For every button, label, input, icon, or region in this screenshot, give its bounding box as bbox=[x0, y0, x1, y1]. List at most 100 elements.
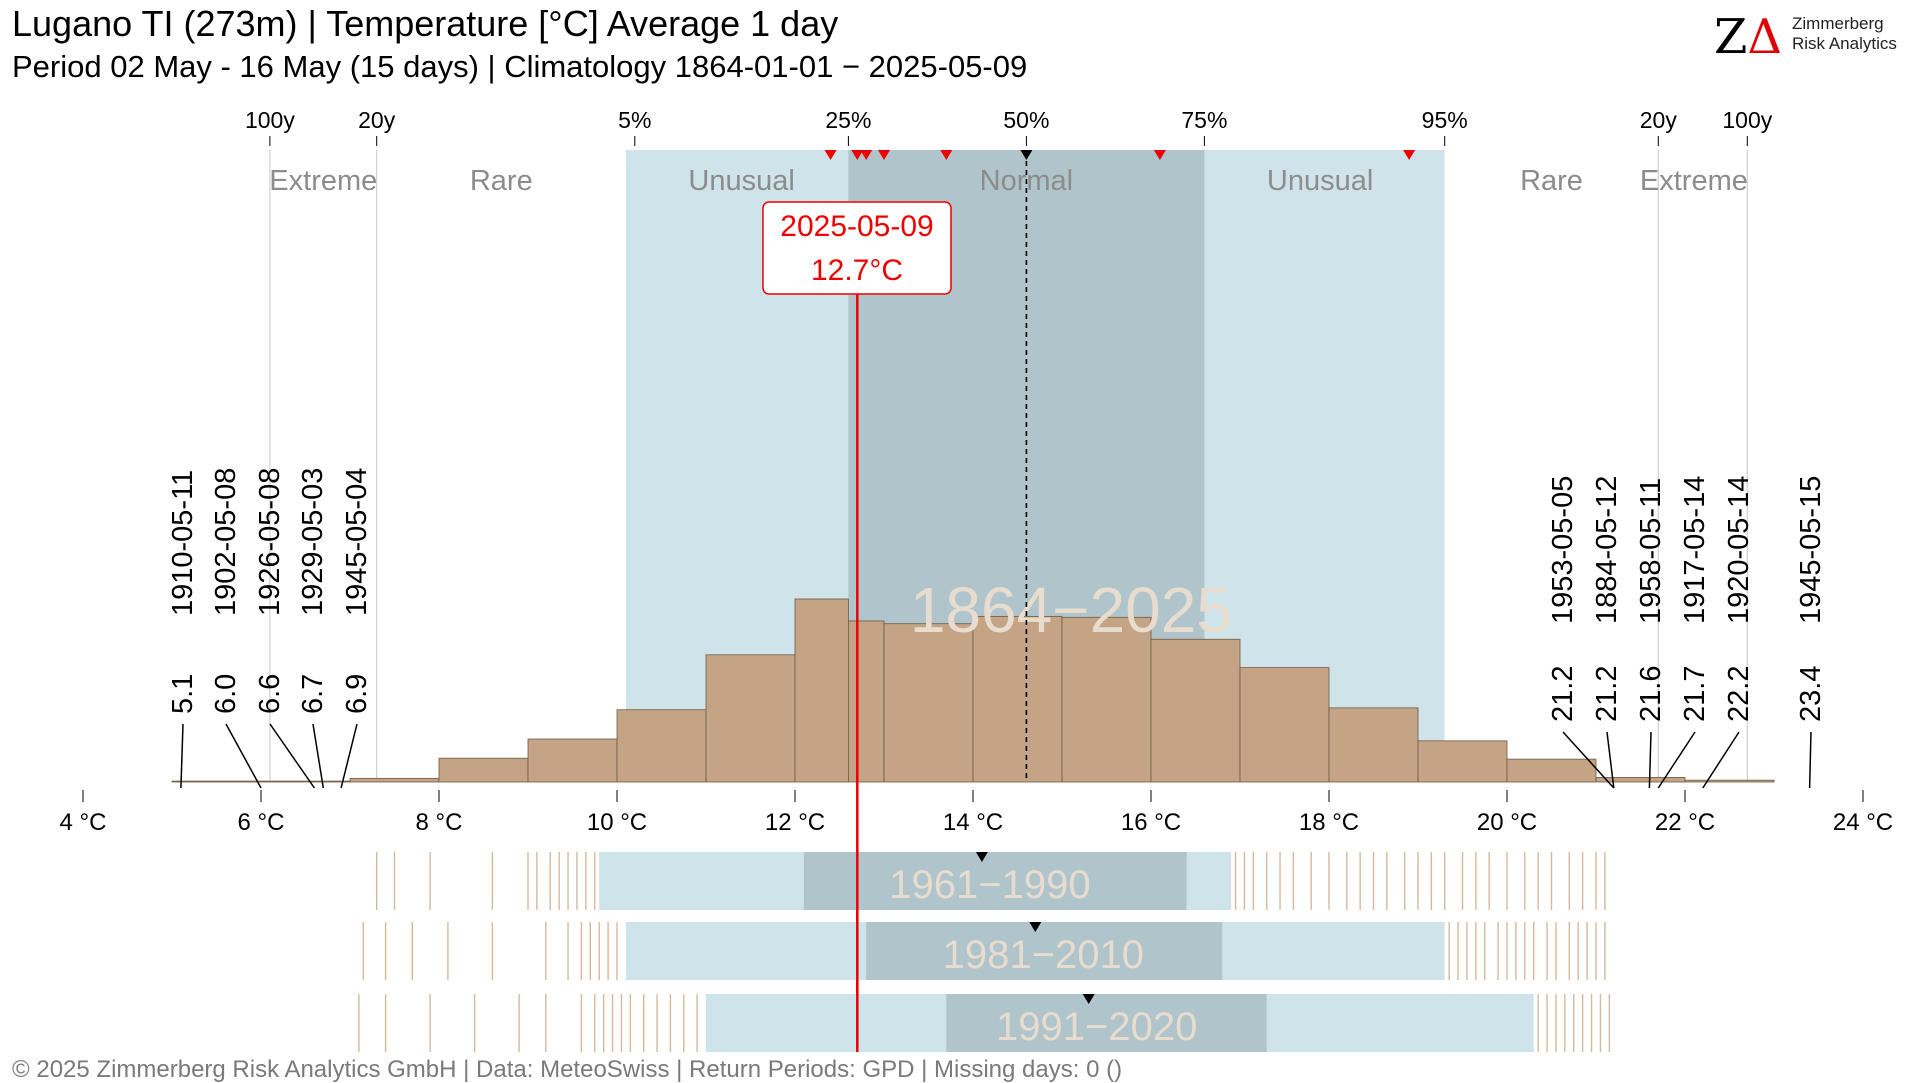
histogram-bar bbox=[1417, 740, 1508, 783]
record-date-group: 1945-05-04 bbox=[341, 468, 373, 616]
record-date-group: 1884-05-12 bbox=[1591, 476, 1623, 624]
record-leader-line bbox=[1648, 731, 1652, 789]
record-leader-line bbox=[1606, 731, 1615, 789]
percentile-tick-label: 20y bbox=[358, 107, 396, 133]
record-value-label: 21.6 bbox=[1635, 666, 1667, 722]
record-value-group: 6.9 bbox=[341, 674, 373, 714]
logo-name-line1: Zimmerberg bbox=[1792, 14, 1884, 33]
recent-value-marker bbox=[851, 150, 864, 160]
histogram-bar bbox=[848, 620, 885, 783]
record-leader-line bbox=[1808, 731, 1812, 789]
histogram-bar bbox=[1506, 758, 1597, 783]
record-value-group: 21.2 bbox=[1591, 666, 1623, 722]
record-date-group: 1910-05-11 bbox=[167, 470, 199, 616]
logo-mark: ZΔ bbox=[1714, 12, 1782, 62]
x-axis-tick-label: 8 °C bbox=[416, 809, 463, 836]
record-value-group: 6.7 bbox=[297, 674, 329, 714]
current-value-box bbox=[762, 201, 952, 295]
record-date-group: 1920-05-14 bbox=[1723, 476, 1755, 624]
record-value-label: 21.2 bbox=[1591, 666, 1623, 722]
record-date-group: 1917-05-14 bbox=[1679, 476, 1711, 624]
percentile-tick-label: 25% bbox=[825, 107, 871, 133]
record-value-group: 22.2 bbox=[1723, 666, 1755, 722]
histogram-bar bbox=[527, 738, 618, 783]
x-axis-tick-label: 16 °C bbox=[1121, 809, 1181, 836]
record-value-group: 21.7 bbox=[1679, 666, 1711, 722]
histogram-bar bbox=[1684, 779, 1775, 783]
record-value-group: 6.6 bbox=[254, 674, 286, 714]
x-axis-tick-label: 10 °C bbox=[587, 809, 647, 836]
logo-z: Z bbox=[1714, 9, 1748, 65]
record-value-label: 21.2 bbox=[1547, 666, 1579, 722]
band-label: Rare bbox=[470, 165, 533, 197]
recent-value-marker bbox=[1153, 150, 1166, 160]
record-value-label: 22.2 bbox=[1723, 666, 1755, 722]
band-label: Unusual bbox=[688, 165, 794, 197]
footer-credits: © 2025 Zimmerberg Risk Analytics GmbH | … bbox=[12, 1056, 1123, 1083]
record-value-label: 23.4 bbox=[1795, 666, 1827, 722]
record-date-label: 1953-05-05 bbox=[1547, 476, 1579, 624]
period-inner-band bbox=[803, 852, 1187, 910]
company-logo: ZΔ Zimmerberg Risk Analytics bbox=[1714, 12, 1914, 62]
record-leader-line bbox=[180, 723, 184, 789]
record-date-label: 1958-05-11 bbox=[1635, 478, 1667, 624]
current-value-label: 12.7°C bbox=[811, 254, 903, 287]
recent-value-marker bbox=[824, 150, 837, 160]
record-date-label: 1884-05-12 bbox=[1591, 476, 1623, 624]
histogram-bar bbox=[705, 654, 796, 783]
period-median-marker bbox=[975, 852, 988, 862]
histogram-bar bbox=[1328, 707, 1419, 783]
percentile-tick-label: 100y bbox=[1722, 107, 1772, 133]
x-axis-tick-label: 4 °C bbox=[60, 809, 107, 836]
record-date-label: 1945-05-15 bbox=[1795, 476, 1827, 624]
record-date-group: 1902-05-08 bbox=[210, 468, 242, 616]
record-date-label: 1902-05-08 bbox=[210, 468, 242, 616]
period-label: 1961−1990 bbox=[889, 863, 1090, 907]
histogram-bar bbox=[1150, 638, 1241, 783]
record-leader-line bbox=[312, 723, 325, 789]
record-value-label: 6.9 bbox=[341, 674, 373, 714]
histogram-bar bbox=[1239, 667, 1330, 783]
record-value-label: 6.6 bbox=[254, 674, 286, 714]
record-value-group: 6.0 bbox=[210, 674, 242, 714]
period-median-marker bbox=[1082, 994, 1095, 1004]
histogram-bar bbox=[171, 780, 351, 783]
band-label: Rare bbox=[1520, 165, 1583, 197]
percentile-tick-label: 5% bbox=[618, 107, 651, 133]
record-value-group: 5.1 bbox=[167, 674, 199, 714]
record-value-group: 23.4 bbox=[1795, 666, 1827, 722]
histogram-bar bbox=[883, 623, 974, 783]
record-date-group: 1953-05-05 bbox=[1547, 476, 1579, 624]
record-leader-line bbox=[340, 723, 358, 789]
histogram-bar bbox=[972, 615, 1063, 783]
logo-delta: Δ bbox=[1747, 9, 1783, 65]
x-axis-tick-label: 12 °C bbox=[765, 809, 825, 836]
band-label: Extreme bbox=[1640, 165, 1748, 197]
period-inner-band bbox=[946, 994, 1267, 1052]
histogram-bar bbox=[1595, 777, 1686, 783]
histogram-bar bbox=[794, 598, 849, 783]
record-leader-line bbox=[1657, 731, 1696, 789]
x-axis-tick-label: 6 °C bbox=[238, 809, 285, 836]
histogram-bar bbox=[438, 757, 529, 783]
record-date-label: 1926-05-08 bbox=[254, 468, 286, 616]
x-axis-tick-label: 24 °C bbox=[1833, 809, 1893, 836]
record-value-label: 6.7 bbox=[297, 674, 329, 714]
band-label: Extreme bbox=[269, 165, 377, 197]
record-date-group: 1958-05-11 bbox=[1635, 478, 1667, 624]
record-leader-line bbox=[1702, 731, 1740, 789]
band-label: Unusual bbox=[1267, 165, 1373, 197]
x-axis-tick-label: 20 °C bbox=[1477, 809, 1537, 836]
recent-value-marker bbox=[860, 150, 873, 160]
record-date-group: 1929-05-03 bbox=[297, 468, 329, 616]
chart-title: Lugano TI (273m) | Temperature [°C] Aver… bbox=[12, 3, 839, 44]
record-value-group: 21.6 bbox=[1635, 666, 1667, 722]
percentile-tick-label: 75% bbox=[1181, 107, 1227, 133]
record-date-label: 1929-05-03 bbox=[297, 468, 329, 616]
record-date-label: 1910-05-11 bbox=[167, 470, 199, 616]
median-marker bbox=[1020, 150, 1033, 160]
percentile-tick-label: 95% bbox=[1422, 107, 1468, 133]
x-axis-tick-label: 22 °C bbox=[1655, 809, 1715, 836]
histogram-period-label: 1864−2025 bbox=[910, 574, 1232, 646]
